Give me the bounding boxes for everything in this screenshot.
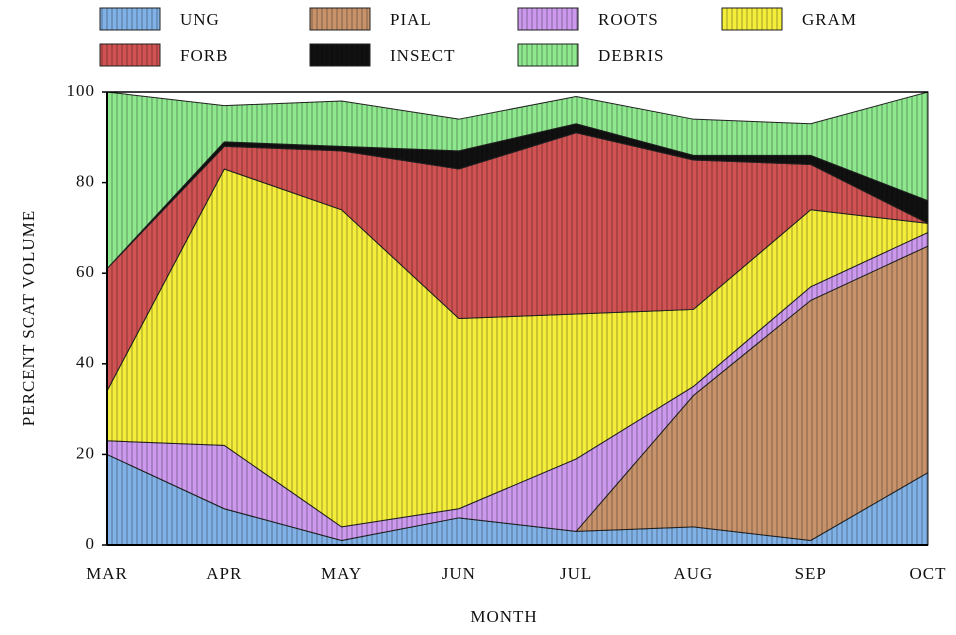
legend-label: GRAM xyxy=(802,10,857,29)
area-texture xyxy=(107,454,928,545)
area-texture xyxy=(107,92,928,269)
y-tick-label: 0 xyxy=(86,534,96,553)
x-tick-label: JUN xyxy=(442,564,476,583)
legend-label: FORB xyxy=(180,46,228,65)
area-texture xyxy=(107,169,928,527)
area-texture xyxy=(107,246,928,541)
x-tick-label: MAY xyxy=(321,564,362,583)
y-axis-title: PERCENT SCAT VOLUME xyxy=(19,210,38,426)
legend-label: PIAL xyxy=(390,10,432,29)
legend-texture xyxy=(100,8,160,30)
x-tick-label: APR xyxy=(206,564,242,583)
legend-label: UNG xyxy=(180,10,220,29)
x-tick-label: MAR xyxy=(86,564,128,583)
y-tick-label: 20 xyxy=(76,443,95,462)
legend-texture xyxy=(518,44,578,66)
y-tick-label: 100 xyxy=(67,81,96,100)
legend-label: INSECT xyxy=(390,46,456,65)
legend-texture xyxy=(310,44,370,66)
legend-label: DEBRIS xyxy=(598,46,664,65)
legend-texture xyxy=(310,8,370,30)
legend-texture xyxy=(722,8,782,30)
x-axis-title: MONTH xyxy=(470,607,537,626)
legend-texture xyxy=(100,44,160,66)
area-texture xyxy=(107,132,928,391)
legend-texture xyxy=(518,8,578,30)
y-tick-label: 80 xyxy=(76,172,95,191)
area-texture xyxy=(107,123,928,269)
x-tick-label: OCT xyxy=(910,564,947,583)
x-tick-label: SEP xyxy=(795,564,827,583)
y-tick-label: 60 xyxy=(76,262,95,281)
texture xyxy=(107,92,928,545)
y-tick-label: 40 xyxy=(76,353,95,372)
legend-label: ROOTS xyxy=(598,10,659,29)
x-tick-label: JUL xyxy=(560,564,592,583)
x-tick-label: AUG xyxy=(674,564,714,583)
